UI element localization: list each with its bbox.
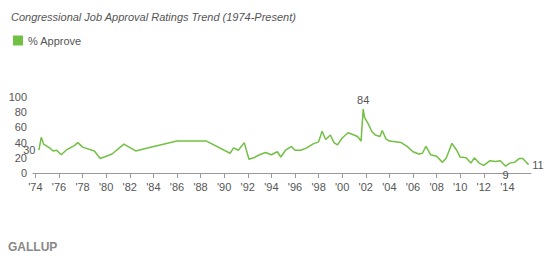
- svg-text:9: 9: [503, 169, 509, 181]
- svg-text:'74: '74: [28, 181, 42, 193]
- svg-text:'92: '92: [241, 181, 255, 193]
- svg-text:% Approve: % Approve: [28, 35, 81, 47]
- svg-text:'02: '02: [359, 181, 373, 193]
- svg-text:'90: '90: [217, 181, 231, 193]
- svg-text:'14: '14: [500, 181, 514, 193]
- svg-text:'00: '00: [335, 181, 349, 193]
- svg-text:0: 0: [21, 167, 27, 179]
- svg-text:'76: '76: [52, 181, 66, 193]
- svg-text:Congressional Job Approval Rat: Congressional Job Approval Ratings Trend…: [11, 11, 296, 23]
- svg-text:'88: '88: [193, 181, 207, 193]
- svg-text:20: 20: [14, 151, 27, 164]
- svg-text:100: 100: [9, 91, 27, 103]
- svg-text:'06: '06: [406, 181, 420, 193]
- svg-text:60: 60: [15, 121, 27, 133]
- svg-text:'94: '94: [264, 181, 278, 193]
- svg-text:'12: '12: [477, 181, 491, 193]
- svg-text:GALLUP: GALLUP: [8, 240, 57, 254]
- svg-text:11: 11: [532, 159, 543, 171]
- svg-text:'98: '98: [311, 181, 325, 193]
- svg-text:'80: '80: [99, 181, 113, 193]
- svg-text:'86: '86: [170, 181, 184, 193]
- svg-text:'08: '08: [429, 181, 443, 193]
- svg-text:'84: '84: [146, 181, 160, 193]
- svg-text:40: 40: [14, 136, 27, 149]
- svg-text:'78: '78: [75, 181, 89, 193]
- svg-text:80: 80: [15, 106, 27, 118]
- svg-text:'96: '96: [288, 181, 302, 193]
- svg-text:'82: '82: [123, 181, 137, 193]
- svg-text:'04: '04: [382, 181, 396, 193]
- svg-text:'10: '10: [453, 181, 467, 193]
- svg-text:84: 84: [357, 94, 369, 106]
- svg-text:30: 30: [23, 144, 35, 156]
